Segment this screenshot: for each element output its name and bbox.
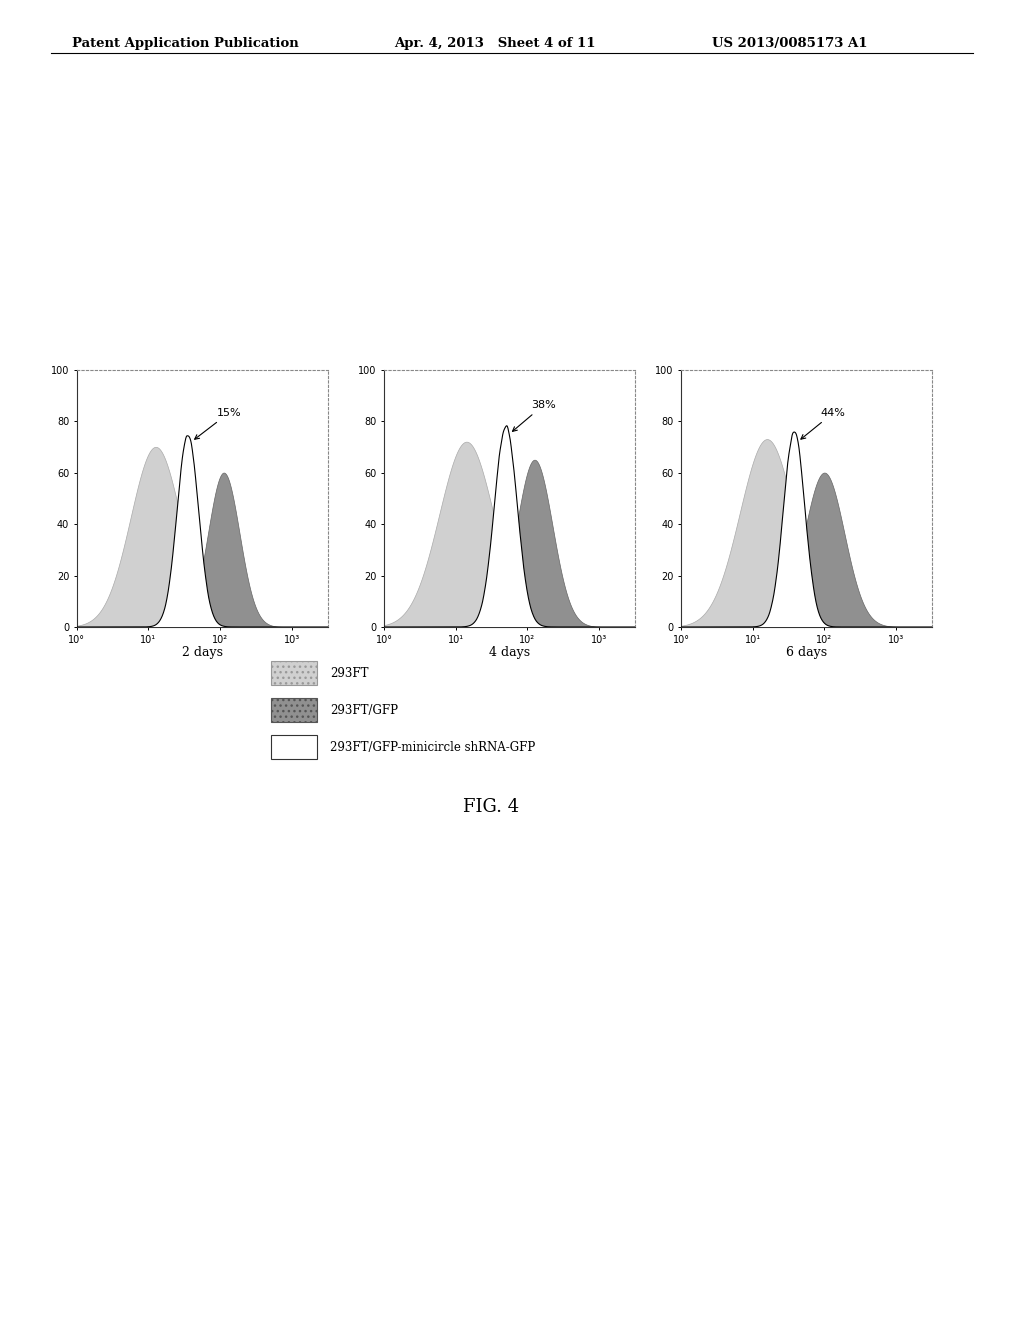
Text: Patent Application Publication: Patent Application Publication [72,37,298,50]
Text: 15%: 15% [195,408,242,440]
Text: 293FT/GFP-minicircle shRNA-GFP: 293FT/GFP-minicircle shRNA-GFP [330,741,535,754]
Text: 4 days: 4 days [488,645,530,659]
Text: 293FT/GFP: 293FT/GFP [330,704,397,717]
Text: 6 days: 6 days [785,645,827,659]
Text: 44%: 44% [801,408,846,440]
Text: 293FT: 293FT [330,667,369,680]
Text: 38%: 38% [512,400,556,432]
Text: FIG. 4: FIG. 4 [464,797,519,816]
Text: Apr. 4, 2013   Sheet 4 of 11: Apr. 4, 2013 Sheet 4 of 11 [394,37,596,50]
Text: US 2013/0085173 A1: US 2013/0085173 A1 [712,37,867,50]
Text: 2 days: 2 days [181,645,223,659]
